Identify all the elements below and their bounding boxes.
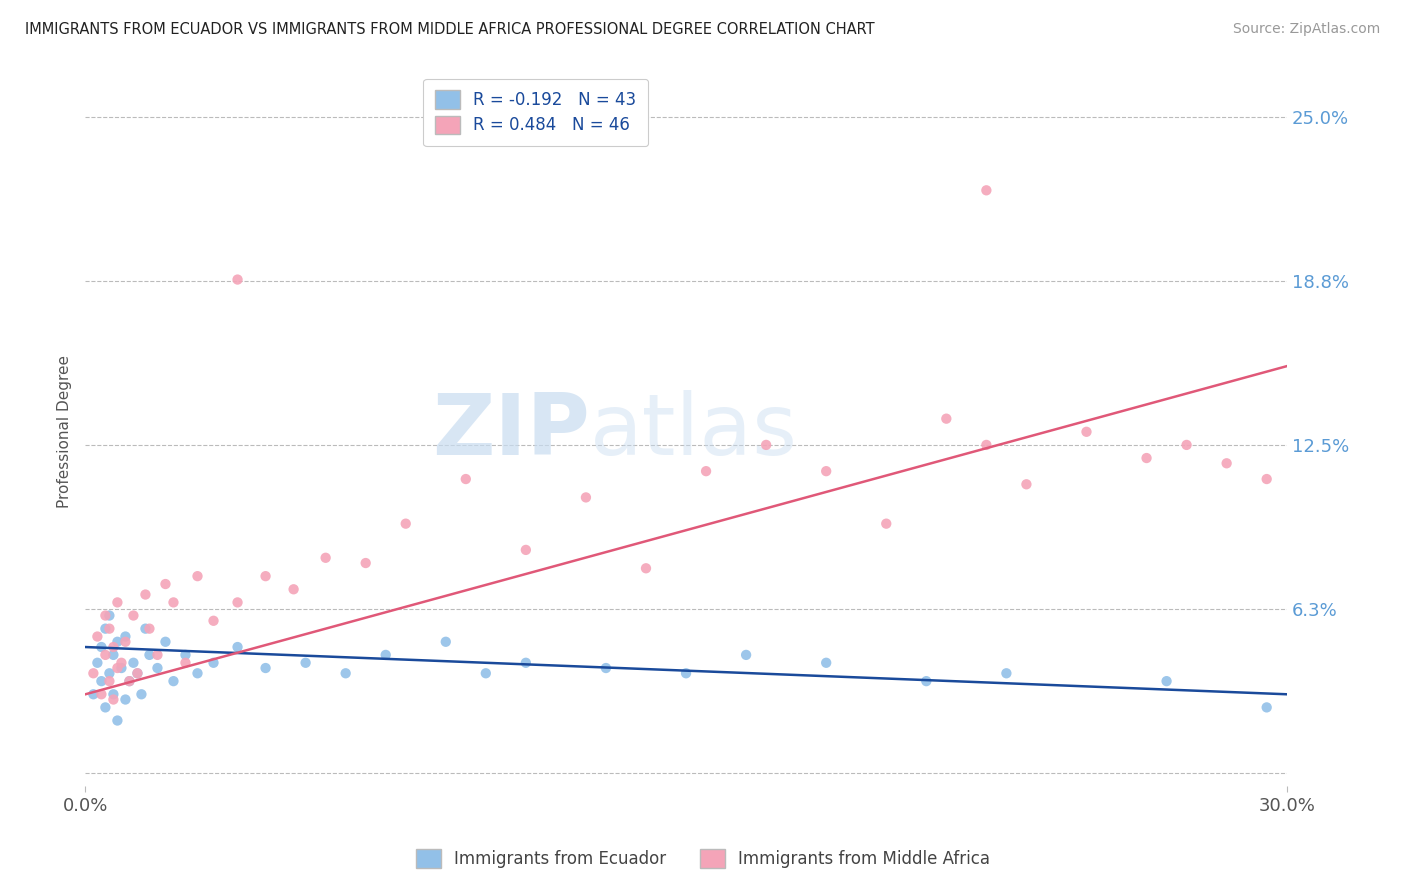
Point xyxy=(695,464,717,478)
Point xyxy=(127,666,149,681)
Point xyxy=(103,687,125,701)
Point xyxy=(1135,450,1157,465)
Point xyxy=(155,577,177,591)
Point xyxy=(107,634,129,648)
Text: ZIP: ZIP xyxy=(432,391,591,474)
Point xyxy=(138,648,160,662)
Point xyxy=(395,516,418,531)
Point xyxy=(454,472,477,486)
Point xyxy=(98,666,121,681)
Point xyxy=(103,692,125,706)
Point xyxy=(875,516,897,531)
Point xyxy=(82,666,104,681)
Point xyxy=(118,674,141,689)
Point xyxy=(107,595,129,609)
Point xyxy=(90,640,112,654)
Point xyxy=(186,569,208,583)
Point xyxy=(114,692,136,706)
Point xyxy=(202,614,225,628)
Point xyxy=(114,634,136,648)
Point xyxy=(155,634,177,648)
Point xyxy=(283,582,305,597)
Point xyxy=(107,714,129,728)
Point xyxy=(86,656,108,670)
Point xyxy=(94,648,117,662)
Point xyxy=(1015,477,1038,491)
Point xyxy=(226,272,249,286)
Y-axis label: Professional Degree: Professional Degree xyxy=(58,355,72,508)
Point xyxy=(976,438,998,452)
Point xyxy=(1156,674,1178,689)
Point xyxy=(815,464,838,478)
Point xyxy=(634,561,657,575)
Point xyxy=(186,666,208,681)
Point xyxy=(98,608,121,623)
Point xyxy=(86,630,108,644)
Point xyxy=(103,648,125,662)
Legend: R = -0.192   N = 43, R = 0.484   N = 46: R = -0.192 N = 43, R = 0.484 N = 46 xyxy=(423,78,648,146)
Point xyxy=(103,640,125,654)
Point xyxy=(174,656,197,670)
Point xyxy=(475,666,498,681)
Text: Source: ZipAtlas.com: Source: ZipAtlas.com xyxy=(1233,22,1381,37)
Point xyxy=(915,674,938,689)
Point xyxy=(1175,438,1198,452)
Point xyxy=(94,608,117,623)
Point xyxy=(122,608,145,623)
Point xyxy=(575,491,598,505)
Point xyxy=(118,674,141,689)
Point xyxy=(815,656,838,670)
Point xyxy=(735,648,758,662)
Point xyxy=(226,595,249,609)
Point xyxy=(434,634,457,648)
Point xyxy=(138,622,160,636)
Legend: Immigrants from Ecuador, Immigrants from Middle Africa: Immigrants from Ecuador, Immigrants from… xyxy=(409,843,997,875)
Point xyxy=(675,666,697,681)
Point xyxy=(315,550,337,565)
Point xyxy=(90,687,112,701)
Point xyxy=(1256,472,1278,486)
Point xyxy=(294,656,316,670)
Point xyxy=(114,630,136,644)
Point xyxy=(134,622,156,636)
Point xyxy=(107,661,129,675)
Text: atlas: atlas xyxy=(591,391,799,474)
Point xyxy=(995,666,1018,681)
Point xyxy=(162,674,184,689)
Point xyxy=(110,656,132,670)
Point xyxy=(1256,700,1278,714)
Point xyxy=(134,588,156,602)
Point xyxy=(122,656,145,670)
Point xyxy=(595,661,617,675)
Text: IMMIGRANTS FROM ECUADOR VS IMMIGRANTS FROM MIDDLE AFRICA PROFESSIONAL DEGREE COR: IMMIGRANTS FROM ECUADOR VS IMMIGRANTS FR… xyxy=(25,22,875,37)
Point xyxy=(146,661,169,675)
Point xyxy=(935,411,957,425)
Point xyxy=(226,640,249,654)
Point xyxy=(162,595,184,609)
Point xyxy=(90,674,112,689)
Point xyxy=(98,622,121,636)
Point xyxy=(1215,456,1237,470)
Point xyxy=(254,569,277,583)
Point xyxy=(976,183,998,197)
Point xyxy=(254,661,277,675)
Point xyxy=(755,438,778,452)
Point xyxy=(131,687,153,701)
Point xyxy=(94,622,117,636)
Point xyxy=(110,661,132,675)
Point xyxy=(374,648,396,662)
Point xyxy=(1076,425,1098,439)
Point xyxy=(515,656,537,670)
Point xyxy=(98,674,121,689)
Point xyxy=(127,666,149,681)
Point xyxy=(82,687,104,701)
Point xyxy=(94,700,117,714)
Point xyxy=(335,666,357,681)
Point xyxy=(146,648,169,662)
Point xyxy=(174,648,197,662)
Point xyxy=(515,542,537,557)
Point xyxy=(354,556,377,570)
Point xyxy=(202,656,225,670)
